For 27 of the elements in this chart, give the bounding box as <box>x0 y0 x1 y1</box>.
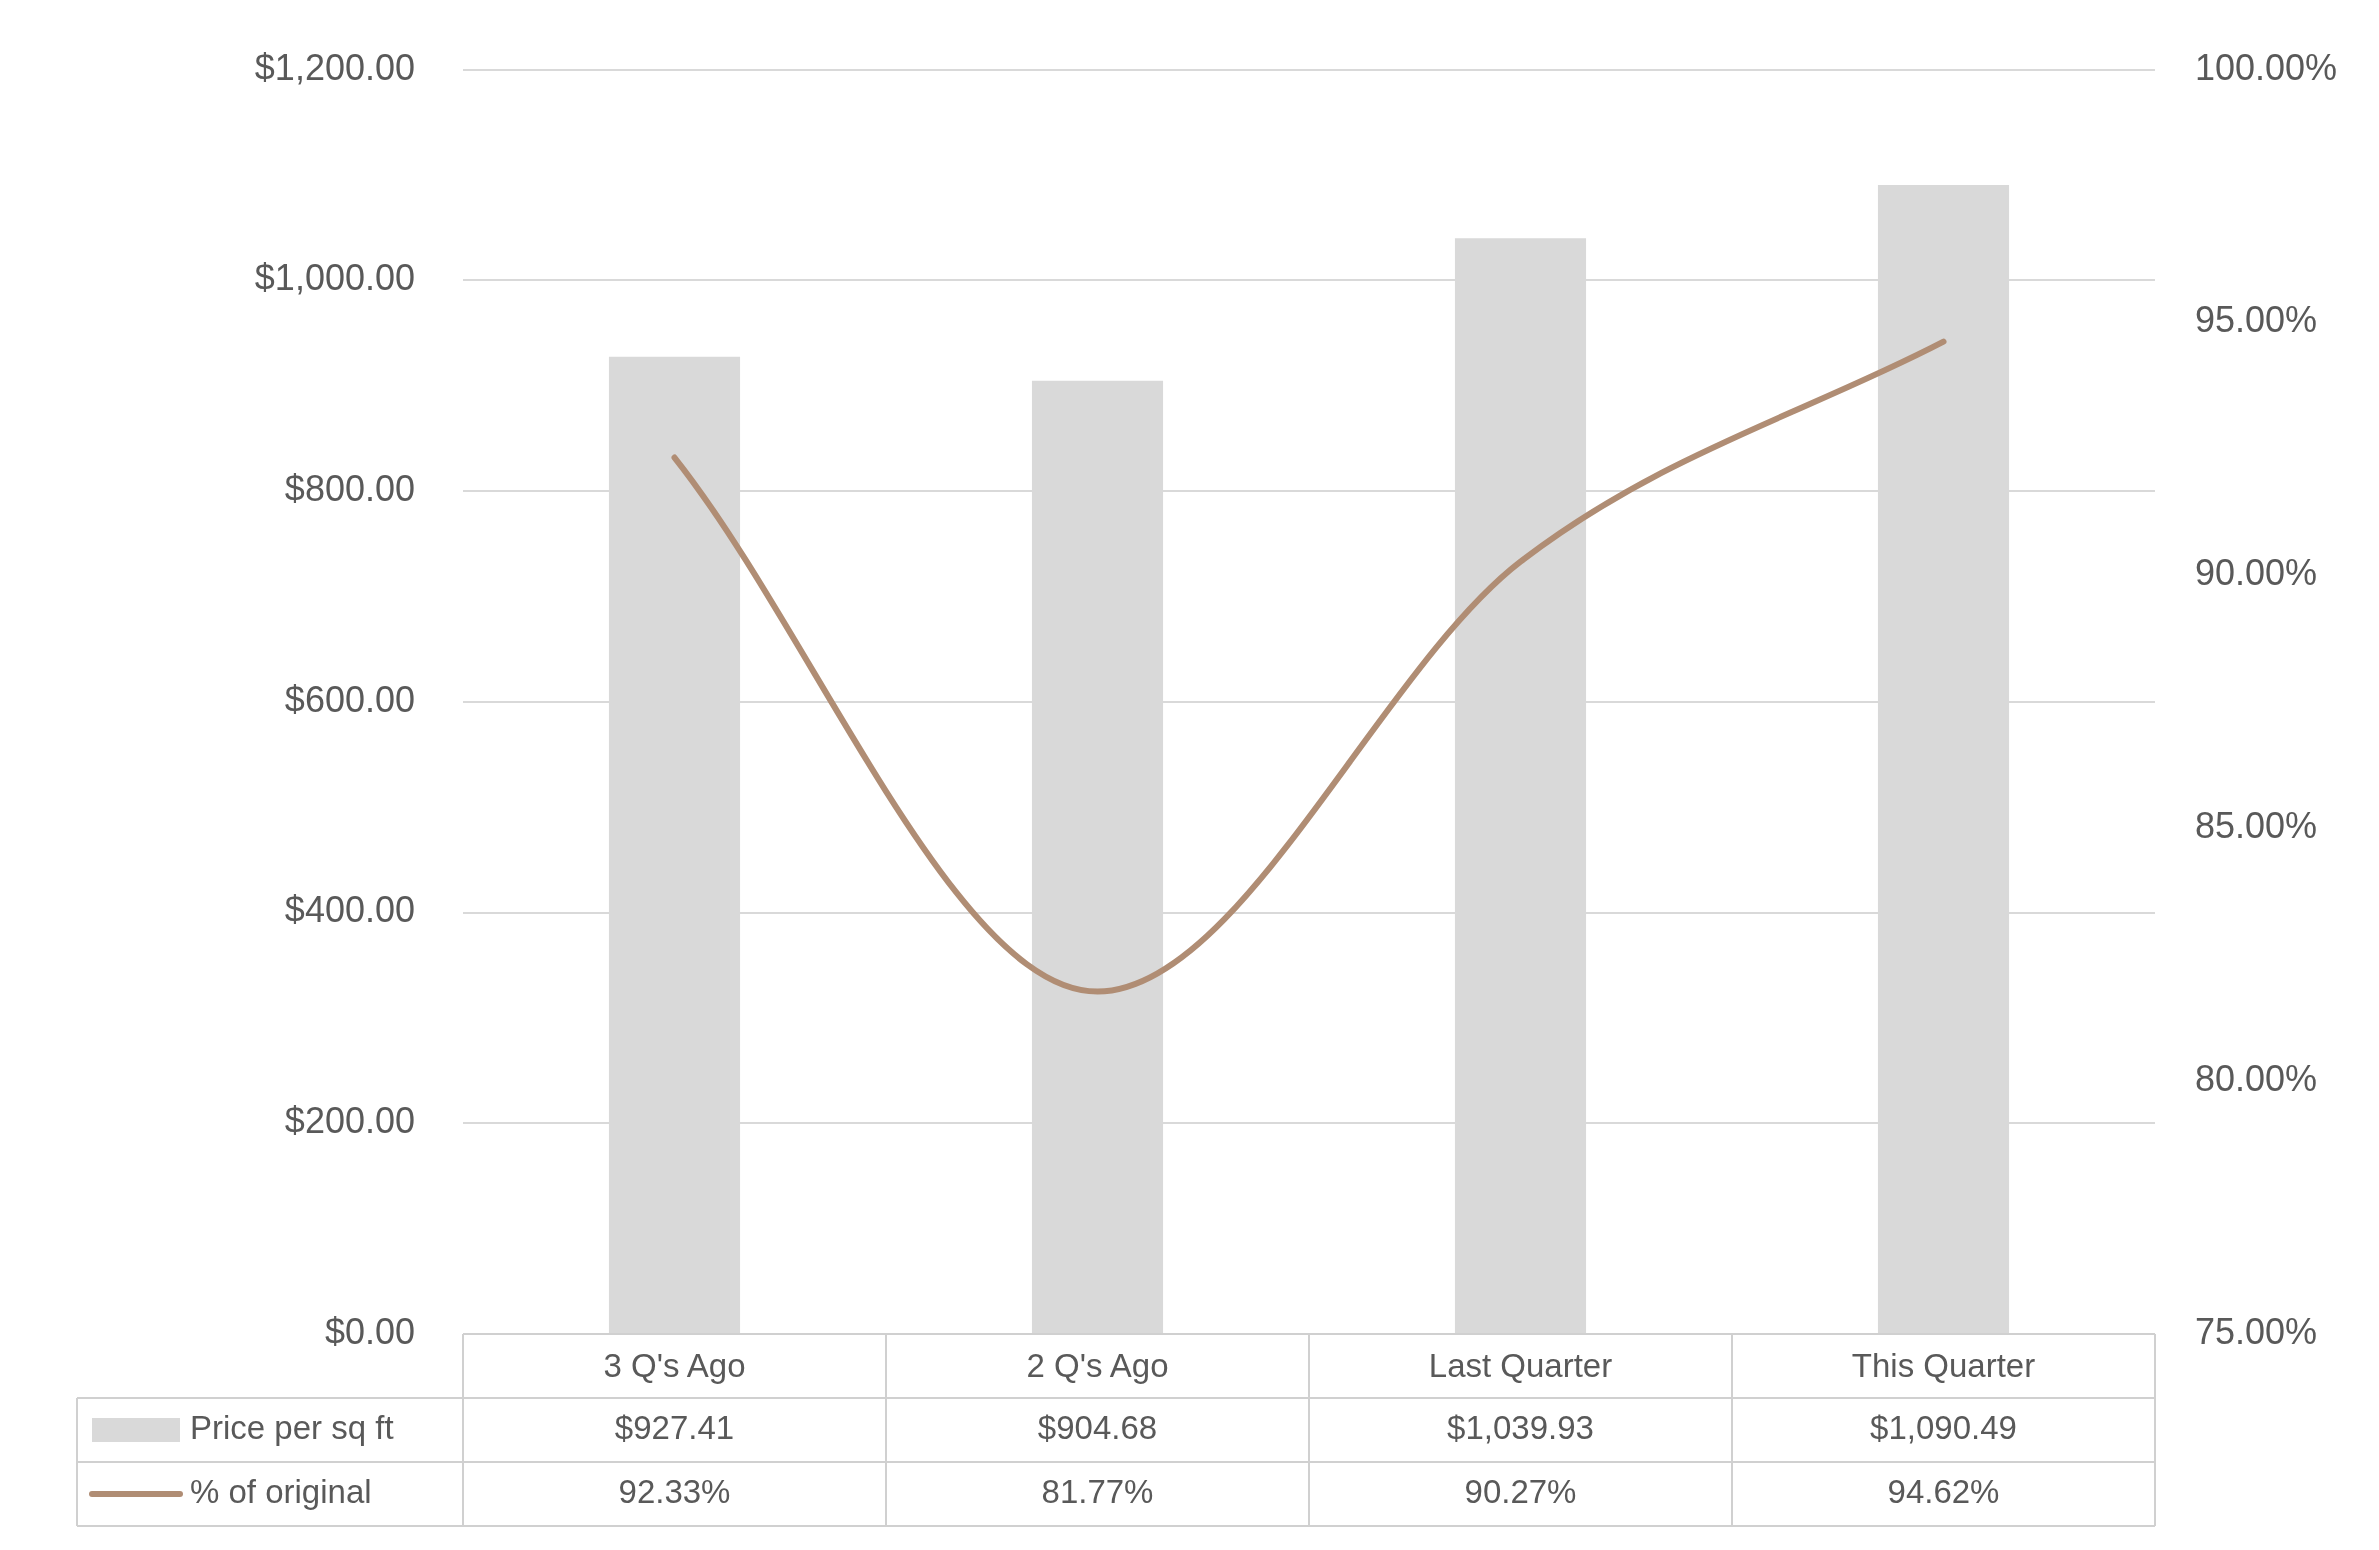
y-tick-label: $0.00 <box>324 1310 415 1352</box>
y2-tick-label: 85.00% <box>2195 805 2318 847</box>
y-tick-label: $400.00 <box>284 889 415 931</box>
data-label: $927.41 <box>614 1409 735 1447</box>
legend-label: % of original <box>190 1473 372 1511</box>
y-tick-label: $1,000.00 <box>254 257 415 299</box>
x-tick-label: 3 Q's Ago <box>603 1346 746 1384</box>
data-label: 81.77% <box>1041 1473 1154 1511</box>
y2-tick-label: 90.00% <box>2195 552 2318 594</box>
x-tick-label: 2 Q's Ago <box>1026 1346 1169 1384</box>
y2-tick-label: 75.00% <box>2195 1310 2318 1352</box>
y2-tick-label: 100.00% <box>2195 46 2338 88</box>
y-tick-label: $200.00 <box>284 1100 415 1142</box>
y-tick-label: $600.00 <box>284 678 415 720</box>
y2-tick-label: 95.00% <box>2195 299 2318 341</box>
legend-label: Price per sq ft <box>190 1409 394 1447</box>
y-tick-label: $800.00 <box>284 467 415 509</box>
data-label: 90.27% <box>1464 1473 1577 1511</box>
y2-tick-label: 80.00% <box>2195 1058 2318 1100</box>
x-tick-label: Last Quarter <box>1428 1346 1613 1384</box>
y-tick-label: $1,200.00 <box>254 46 415 88</box>
data-label: 92.33% <box>618 1473 731 1511</box>
data-label: $1,090.49 <box>1870 1409 2017 1447</box>
x-tick-label: This Quarter <box>1851 1346 2036 1384</box>
data-label: $1,039.93 <box>1447 1409 1594 1447</box>
data-label: 94.62% <box>1887 1473 2000 1511</box>
data-label: $904.68 <box>1037 1409 1158 1447</box>
